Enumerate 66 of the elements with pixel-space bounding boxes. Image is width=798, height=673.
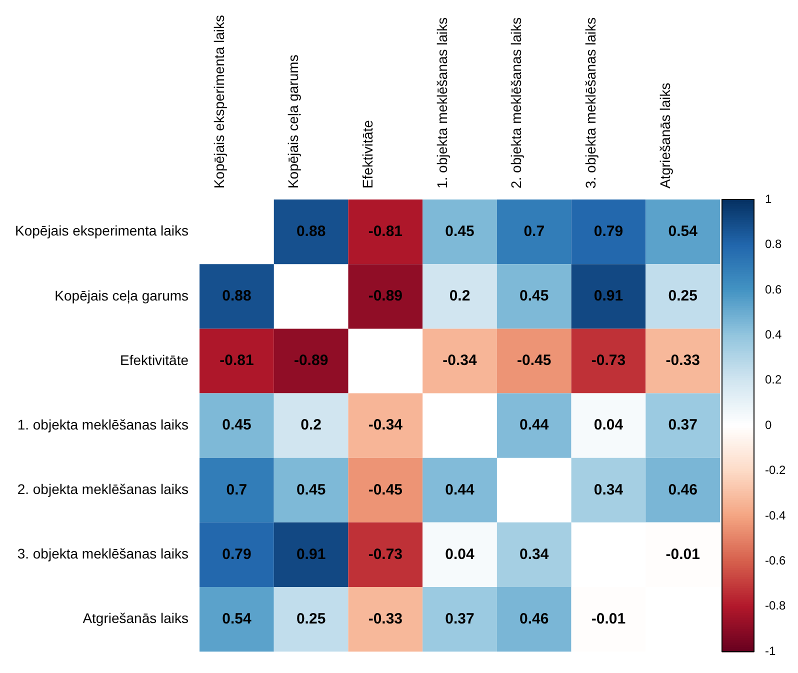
- data-label: -0.89: [294, 352, 328, 370]
- data-label: 0.34: [520, 546, 550, 563]
- color-bar-label: 1: [765, 192, 772, 206]
- data-label: -0.81: [220, 352, 254, 370]
- data-label: -0.33: [666, 352, 700, 370]
- data-label: 0.91: [296, 546, 326, 563]
- x-tick-label: Efektivitāte: [359, 120, 376, 189]
- data-label: 0.37: [668, 416, 698, 434]
- data-label: 0.54: [668, 222, 698, 240]
- data-label: 0.45: [296, 481, 326, 498]
- data-label: 0.04: [594, 416, 624, 434]
- data-label: 0.46: [668, 481, 698, 498]
- color-bar-label: 0.8: [765, 237, 782, 252]
- data-label: -0.73: [368, 546, 403, 563]
- data-label: 0.46: [520, 610, 549, 628]
- data-label: -0.89: [368, 288, 403, 305]
- data-label: 0.79: [594, 222, 624, 240]
- data-label: 0.45: [520, 288, 549, 305]
- data-label: -0.01: [666, 546, 700, 563]
- data-label: 0.04: [445, 546, 476, 563]
- data-label: 0.2: [300, 416, 322, 434]
- data-label: -0.01: [591, 610, 626, 628]
- data-label: -0.34: [368, 416, 404, 434]
- data-label: 0.45: [222, 416, 252, 434]
- y-tick-label: Atgriešanās laiks: [82, 610, 189, 626]
- data-label: -0.73: [591, 352, 626, 370]
- data-label: 0.34: [594, 481, 624, 498]
- data-label: 0.88: [222, 288, 252, 305]
- color-bar-label: -0.8: [765, 598, 786, 613]
- x-tick-label: 2. objekta meklēšanas laiks: [508, 17, 524, 189]
- data-label: 0.45: [445, 222, 474, 240]
- x-tick-label: Kopējais ceļa garums: [285, 54, 302, 189]
- data-label: 0.91: [594, 288, 624, 305]
- x-tick-label: 3. objekta meklēšanas laiks: [582, 17, 599, 189]
- data-label: -0.81: [368, 222, 403, 240]
- x-tick-label: 1. objekta meklēšanas laiks: [434, 17, 450, 189]
- color-bar-label: -0.2: [765, 463, 786, 478]
- y-tick-label: 2. objekta meklēšanas laiks: [17, 481, 189, 498]
- data-label: 0.2: [449, 288, 470, 305]
- data-label: 0.54: [222, 610, 252, 628]
- data-label: 0.7: [524, 222, 545, 240]
- x-tick-label: Atgriešanās laiks: [656, 82, 673, 189]
- data-label: 0.37: [445, 610, 474, 628]
- data-label: 0.88: [296, 222, 326, 240]
- y-tick-label: 3. objekta meklēšanas laiks: [17, 546, 189, 562]
- data-label: 0.44: [445, 481, 476, 498]
- data-label: -0.33: [368, 610, 403, 628]
- data-label: 0.44: [520, 416, 550, 434]
- color-bar-label: 0.6: [765, 282, 782, 296]
- color-bar-label: 0: [765, 418, 772, 432]
- data-label: 0.79: [222, 546, 252, 563]
- data-label: 0.7: [226, 481, 248, 498]
- color-bar-label: -0.6: [765, 554, 786, 568]
- data-label: 0.25: [296, 610, 326, 628]
- y-tick-label: Kopējais eksperimenta laiks: [15, 222, 189, 239]
- y-tick-label: Efektivitāte: [120, 352, 189, 368]
- color-bar-label: -0.4: [765, 508, 786, 522]
- data-label: -0.45: [517, 352, 552, 370]
- data-label: 0.25: [668, 288, 698, 305]
- data-label: -0.34: [442, 352, 478, 370]
- y-tick-label: 1. objekta meklēšanas laiks: [17, 416, 189, 432]
- y-tick-label: Kopējais ceļa garums: [54, 287, 189, 304]
- color-bar-label: 0.2: [765, 372, 782, 387]
- color-bar-label: -1: [765, 644, 776, 658]
- data-label: -0.45: [368, 481, 403, 498]
- color-bar-label: 0.4: [765, 327, 782, 342]
